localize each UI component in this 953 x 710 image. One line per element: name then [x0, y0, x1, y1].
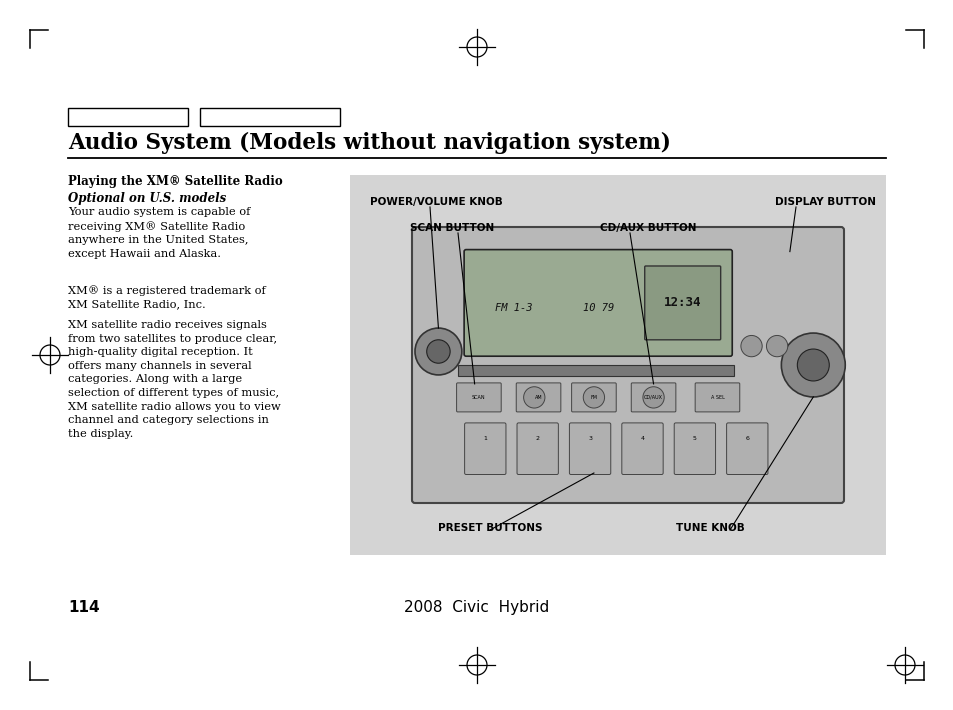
Text: A SEL: A SEL: [710, 395, 723, 400]
FancyBboxPatch shape: [726, 423, 767, 474]
Bar: [457, 365, 734, 376]
FancyBboxPatch shape: [695, 383, 739, 412]
Text: 10 79: 10 79: [582, 303, 613, 313]
Circle shape: [797, 349, 828, 381]
FancyBboxPatch shape: [463, 250, 732, 356]
Circle shape: [765, 335, 787, 356]
FancyBboxPatch shape: [569, 423, 610, 474]
Text: CD/AUX BUTTON: CD/AUX BUTTON: [599, 223, 696, 233]
FancyBboxPatch shape: [456, 383, 500, 412]
Bar: [350, 175, 885, 555]
Text: SCAN BUTTON: SCAN BUTTON: [410, 223, 494, 233]
Text: 3: 3: [587, 437, 592, 442]
FancyBboxPatch shape: [674, 423, 715, 474]
Text: 12:34: 12:34: [663, 296, 700, 310]
Text: 1: 1: [483, 437, 487, 442]
Circle shape: [582, 387, 604, 408]
FancyBboxPatch shape: [412, 227, 843, 503]
Text: XM® is a registered trademark of
XM Satellite Radio, Inc.: XM® is a registered trademark of XM Sate…: [68, 285, 266, 310]
Bar: [68, 108, 188, 126]
Text: SCAN: SCAN: [472, 395, 485, 400]
Text: AM: AM: [535, 395, 542, 400]
Text: CD/AUX: CD/AUX: [643, 395, 662, 400]
Text: TUNE KNOB: TUNE KNOB: [675, 523, 743, 533]
Text: Playing the XM® Satellite Radio: Playing the XM® Satellite Radio: [68, 175, 282, 188]
FancyBboxPatch shape: [571, 383, 616, 412]
FancyBboxPatch shape: [517, 423, 558, 474]
FancyBboxPatch shape: [516, 383, 560, 412]
Text: DISPLAY BUTTON: DISPLAY BUTTON: [774, 197, 875, 207]
Text: 6: 6: [744, 437, 748, 442]
Circle shape: [523, 387, 544, 408]
FancyBboxPatch shape: [621, 423, 662, 474]
Text: Optional on U.S. models: Optional on U.S. models: [68, 192, 226, 205]
Text: 114: 114: [68, 600, 99, 615]
Text: Your audio system is capable of
receiving XM® Satellite Radio
anywhere in the Un: Your audio system is capable of receivin…: [68, 207, 250, 259]
Text: XM satellite radio receives signals
from two satellites to produce clear,
high-q: XM satellite radio receives signals from…: [68, 320, 280, 439]
Text: 5: 5: [692, 437, 696, 442]
Text: 2008  Civic  Hybrid: 2008 Civic Hybrid: [404, 600, 549, 615]
Circle shape: [426, 340, 450, 364]
Circle shape: [740, 335, 761, 356]
Text: FM: FM: [590, 395, 597, 400]
Circle shape: [781, 333, 844, 397]
Circle shape: [415, 328, 461, 375]
Text: POWER/VOLUME KNOB: POWER/VOLUME KNOB: [370, 197, 502, 207]
Text: PRESET BUTTONS: PRESET BUTTONS: [437, 523, 541, 533]
Text: FM 1-3: FM 1-3: [495, 303, 532, 313]
Bar: [200, 108, 339, 126]
Text: 2: 2: [536, 437, 539, 442]
FancyBboxPatch shape: [464, 423, 505, 474]
Circle shape: [642, 387, 663, 408]
FancyBboxPatch shape: [631, 383, 675, 412]
FancyBboxPatch shape: [644, 266, 720, 340]
Text: Audio System (Models without navigation system): Audio System (Models without navigation …: [68, 132, 670, 154]
Text: 4: 4: [639, 437, 644, 442]
